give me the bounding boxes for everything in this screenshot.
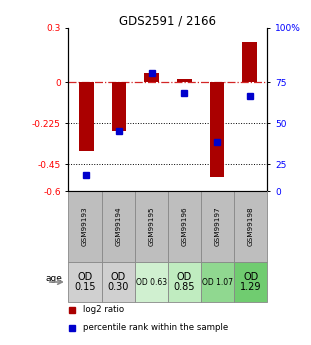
- Bar: [168, 262, 201, 303]
- Text: OD 1.07: OD 1.07: [202, 277, 233, 286]
- Bar: [68, 191, 102, 262]
- Text: OD
0.15: OD 0.15: [74, 272, 96, 293]
- Bar: [210, 82, 224, 177]
- Text: GSM99196: GSM99196: [182, 207, 188, 246]
- Bar: [242, 42, 257, 82]
- Text: GSM99198: GSM99198: [248, 207, 254, 246]
- Bar: [144, 73, 159, 82]
- Bar: [201, 262, 234, 303]
- Title: GDS2591 / 2166: GDS2591 / 2166: [119, 14, 216, 27]
- Text: log2 ratio: log2 ratio: [83, 305, 124, 314]
- Bar: [135, 191, 168, 262]
- Bar: [112, 82, 126, 131]
- Text: age: age: [45, 274, 62, 283]
- Text: OD
0.85: OD 0.85: [174, 272, 195, 293]
- Text: GSM99193: GSM99193: [82, 207, 88, 246]
- Bar: [201, 191, 234, 262]
- Text: GSM99194: GSM99194: [115, 207, 121, 246]
- Bar: [168, 191, 201, 262]
- Text: GSM99197: GSM99197: [215, 207, 221, 246]
- Text: OD
0.30: OD 0.30: [108, 272, 129, 293]
- Text: OD
1.29: OD 1.29: [240, 272, 262, 293]
- Bar: [102, 262, 135, 303]
- Text: percentile rank within the sample: percentile rank within the sample: [83, 323, 229, 332]
- Bar: [102, 191, 135, 262]
- Bar: [79, 82, 94, 151]
- Text: GSM99195: GSM99195: [148, 207, 154, 246]
- Bar: [68, 262, 102, 303]
- Bar: [177, 79, 192, 82]
- Bar: [234, 191, 267, 262]
- Bar: [135, 262, 168, 303]
- Text: OD 0.63: OD 0.63: [136, 277, 167, 286]
- Bar: [234, 262, 267, 303]
